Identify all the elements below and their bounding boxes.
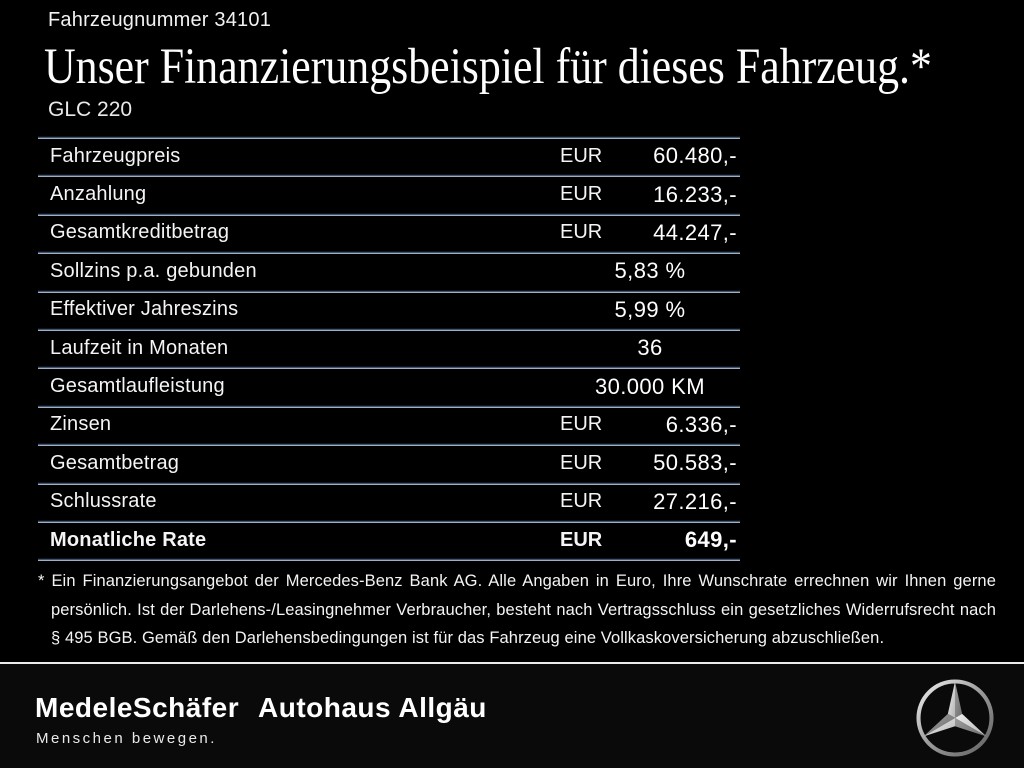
footer: MedeleSchäfer Menschen bewegen. Autohaus… — [0, 662, 1024, 768]
model-name: GLC 220 — [48, 98, 133, 121]
table-row: Effektiver Jahreszins 5,99 % — [38, 289, 740, 328]
table-row: Sollzins p.a. gebunden 5,83 % — [38, 251, 740, 290]
row-currency: EUR — [560, 490, 603, 513]
table-row: Schlussrate EUR 27.216,- — [38, 481, 740, 520]
row-value: 50.583,- — [653, 450, 737, 476]
row-value: 60.480,- — [653, 143, 737, 169]
row-label: Sollzins p.a. gebunden — [50, 259, 257, 282]
table-row: Laufzeit in Monaten 36 — [38, 327, 740, 367]
row-value: 30.000 KM — [594, 373, 705, 399]
row-label: Laufzeit in Monaten — [50, 336, 229, 359]
mercedes-star-icon — [916, 679, 994, 757]
finance-table: Fahrzeugpreis EUR 60.480,- Anzahlung EUR… — [38, 136, 740, 561]
table-row-monthly-rate: Monatliche Rate EUR 649,- — [38, 519, 740, 559]
row-value: 5,83 % — [614, 258, 686, 284]
dealer-logo-autohaus-allgaeu: Autohaus Allgäu — [258, 692, 487, 723]
table-row: Zinsen EUR 6.336,- — [38, 404, 740, 444]
row-label: Gesamtbetrag — [50, 451, 180, 474]
row-label: Effektiver Jahreszins — [50, 298, 239, 321]
row-value: 36 — [637, 335, 663, 361]
row-label: Gesamtkreditbetrag — [50, 221, 230, 244]
table-row: Anzahlung EUR 16.233,- — [38, 174, 740, 213]
row-currency: EUR — [560, 528, 603, 551]
table-row: Gesamtlaufleistung 30.000 KM — [38, 366, 740, 405]
table-row: Gesamtbetrag EUR 50.583,- — [38, 443, 740, 482]
row-currency: EUR — [560, 221, 603, 244]
row-currency: EUR — [560, 144, 603, 167]
row-value: 5,99 % — [614, 296, 686, 322]
row-value: 6.336,- — [665, 411, 737, 437]
row-currency: EUR — [560, 183, 603, 206]
legal-footnote: * Ein Finanzierungsangebot der Mercedes-… — [38, 572, 996, 648]
row-value: 44.247,- — [653, 219, 737, 245]
row-label: Anzahlung — [50, 183, 147, 206]
row-currency: EUR — [560, 451, 603, 474]
row-label: Monatliche Rate — [50, 528, 207, 551]
vehicle-number: Fahrzeugnummer 34101 — [48, 9, 272, 31]
row-label: Fahrzeugpreis — [50, 144, 181, 167]
row-label: Gesamtlaufleistung — [50, 375, 225, 398]
dealer-logo-medele-schaefer: MedeleSchäfer — [35, 692, 240, 723]
row-label: Schlussrate — [50, 490, 157, 513]
row-label: Zinsen — [50, 413, 112, 436]
table-row: Gesamtkreditbetrag EUR 44.247,- — [38, 212, 740, 252]
table-row: Fahrzeugpreis EUR 60.480,- — [38, 136, 740, 175]
row-value: 27.216,- — [653, 488, 737, 514]
row-currency: EUR — [560, 413, 603, 436]
page-title: Unser Finanzierungsbeispiel für dieses F… — [44, 39, 932, 95]
row-value: 16.233,- — [653, 181, 737, 207]
row-value: 649,- — [684, 527, 737, 553]
dealer-tagline: Menschen bewegen. — [36, 730, 217, 747]
